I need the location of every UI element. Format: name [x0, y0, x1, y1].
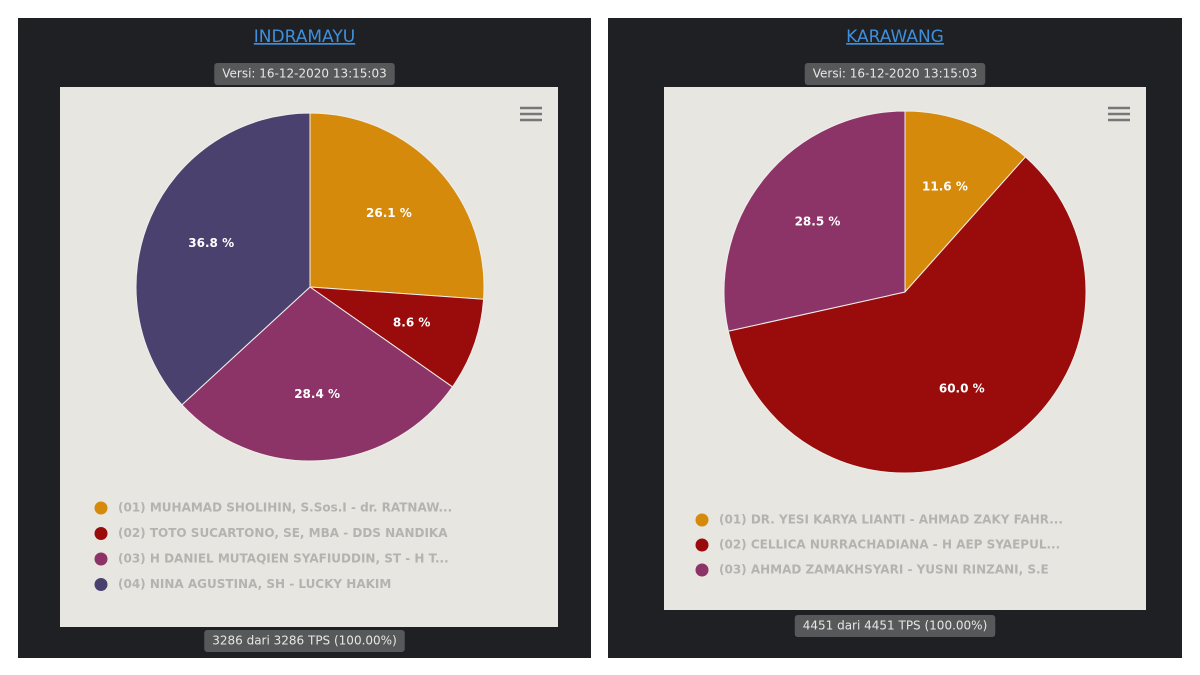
tps-count: 3286 dari 3286 TPS (100.00%)	[212, 634, 397, 648]
data-label: 8.6 %	[393, 316, 430, 330]
legend-item[interactable]: (03) H DANIEL MUTAQIEN SYAFIUDDIN, ST - …	[94, 552, 449, 566]
legend-label: (02) TOTO SUCARTONO, SE, MBA - DDS NANDI…	[118, 526, 448, 540]
menu-button[interactable]	[520, 106, 542, 122]
version-label-bg	[214, 63, 395, 85]
legend-label: (01) DR. YESI KARYA LIANTI - AHMAD ZAKY …	[719, 513, 1063, 527]
data-label: 28.5 %	[795, 214, 841, 228]
data-label: 11.6 %	[922, 180, 968, 194]
pie-slice	[723, 110, 906, 332]
pie-slice	[135, 112, 311, 406]
tps-count-bg	[794, 615, 996, 637]
pie-slice	[308, 286, 485, 388]
tps-count-bg	[204, 630, 405, 652]
data-label: 36.8 %	[188, 236, 234, 250]
legend-item[interactable]: (01) MUHAMAD SHOLIHIN, S.Sos.I - dr. RAT…	[94, 501, 453, 515]
version-label: Versi: 16-12-2020 13:15:03	[813, 67, 977, 81]
tps-count: 4451 dari 4451 TPS (100.00%)	[803, 619, 988, 633]
data-label: 60.0 %	[939, 381, 985, 395]
pie-slice	[904, 110, 1027, 294]
chart-panel: INDRAMAYU Versi: 16-12-2020 13:15:03 26.1 …	[18, 18, 591, 658]
chart-title[interactable]: INDRAMAYU	[254, 27, 355, 47]
pie-slice	[309, 112, 485, 300]
legend-marker	[94, 552, 108, 566]
legend-item[interactable]: (03) AHMAD ZAMAKHSYARI - YUSNI RINZANI, …	[695, 563, 1049, 577]
legend-label: (03) AHMAD ZAMAKHSYARI - YUSNI RINZANI, …	[719, 563, 1049, 577]
legend-label: (03) H DANIEL MUTAQIEN SYAFIUDDIN, ST - …	[118, 552, 449, 566]
legend-label: (02) CELLICA NURRACHADIANA - H AEP SYAEP…	[719, 538, 1060, 552]
legend-label: (04) NINA AGUSTINA, SH - LUCKY HAKIM	[118, 577, 391, 591]
legend-label: (01) MUHAMAD SHOLIHIN, S.Sos.I - dr. RAT…	[118, 501, 452, 515]
legend-item[interactable]: (01) DR. YESI KARYA LIANTI - AHMAD ZAKY …	[695, 513, 1063, 527]
pie-slice	[181, 286, 454, 462]
legend-marker	[94, 578, 108, 591]
legend-marker	[94, 501, 108, 515]
menu-button[interactable]	[1108, 106, 1130, 122]
pie-slice	[727, 156, 1087, 474]
legend-marker	[94, 527, 108, 540]
legend-marker	[695, 563, 709, 577]
legend-item[interactable]: (02) CELLICA NURRACHADIANA - H AEP SYAEP…	[695, 538, 1061, 552]
version-label: Versi: 16-12-2020 13:15:03	[222, 67, 386, 81]
chart-title[interactable]: KARAWANG	[846, 27, 944, 47]
data-label: 28.4 %	[294, 387, 340, 401]
legend-marker	[695, 513, 709, 527]
version-label-bg	[804, 63, 986, 85]
chart-panel: KARAWANG Versi: 16-12-2020 13:15:03 11.6 %…	[608, 18, 1182, 658]
data-label: 26.1 %	[366, 206, 412, 220]
legend-marker	[695, 538, 709, 552]
legend-item[interactable]: (02) TOTO SUCARTONO, SE, MBA - DDS NANDI…	[94, 526, 449, 540]
legend-item[interactable]: (04) NINA AGUSTINA, SH - LUCKY HAKIM	[94, 577, 392, 591]
